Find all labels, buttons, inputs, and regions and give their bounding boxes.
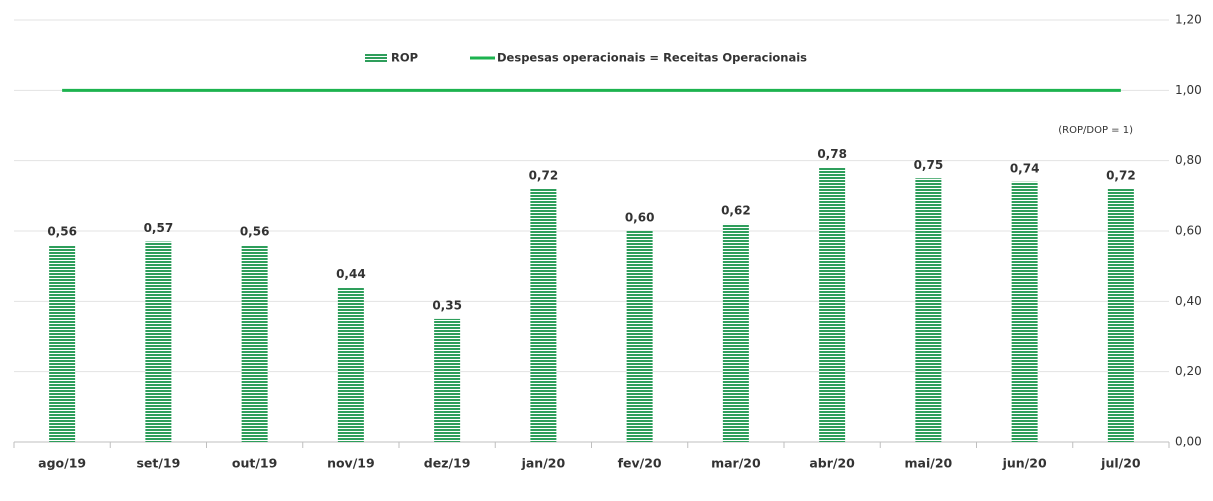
value-label: 0,75 xyxy=(914,158,944,172)
y-tick-label: 0,60 xyxy=(1175,224,1202,238)
value-label: 0,56 xyxy=(47,225,77,239)
x-tick-label: mai/20 xyxy=(905,456,953,471)
x-tick-label: dez/19 xyxy=(424,456,471,471)
value-label: 0,44 xyxy=(336,267,366,281)
legend-label: ROP xyxy=(391,51,418,65)
x-tick-label: fev/20 xyxy=(618,456,662,471)
legend-label: Despesas operacionais = Receitas Operaci… xyxy=(497,51,807,65)
value-label: 0,74 xyxy=(1010,161,1040,175)
bar xyxy=(722,223,749,442)
value-label: 0,72 xyxy=(1106,168,1136,182)
bar xyxy=(626,231,653,442)
value-label: 0,60 xyxy=(625,211,655,225)
value-label: 0,35 xyxy=(432,298,462,312)
value-label: 0,62 xyxy=(721,203,751,217)
x-tick-label: nov/19 xyxy=(327,456,375,471)
y-tick-label: 0,20 xyxy=(1175,364,1202,378)
x-tick-label: jun/20 xyxy=(1002,456,1047,471)
bar xyxy=(241,245,268,442)
bar xyxy=(145,241,172,442)
y-tick-label: 0,40 xyxy=(1175,294,1202,308)
bar xyxy=(1011,181,1038,442)
x-tick-label: out/19 xyxy=(232,456,277,471)
bar xyxy=(434,318,461,442)
y-tick-label: 1,00 xyxy=(1175,83,1202,97)
x-tick-label: jul/20 xyxy=(1100,456,1141,471)
bar xyxy=(337,287,364,442)
bar xyxy=(819,167,846,442)
x-tick-label: mar/20 xyxy=(711,456,761,471)
x-tick-label: jan/20 xyxy=(521,456,566,471)
annotation: (ROP/DOP = 1) xyxy=(1058,125,1133,136)
value-label: 0,72 xyxy=(529,168,559,182)
y-tick-label: 0,00 xyxy=(1175,435,1202,449)
bar xyxy=(530,188,557,442)
x-tick-label: ago/19 xyxy=(38,456,86,471)
bar xyxy=(915,178,942,442)
bar xyxy=(1107,188,1134,442)
bar xyxy=(49,245,76,442)
y-tick-label: 1,20 xyxy=(1175,13,1202,27)
x-tick-label: set/19 xyxy=(136,456,180,471)
value-label: 0,57 xyxy=(144,221,174,235)
value-label: 0,56 xyxy=(240,225,270,239)
value-label: 0,78 xyxy=(817,147,847,161)
legend-swatch xyxy=(365,54,387,62)
x-tick-label: abr/20 xyxy=(809,456,855,471)
y-tick-label: 0,80 xyxy=(1175,153,1202,167)
